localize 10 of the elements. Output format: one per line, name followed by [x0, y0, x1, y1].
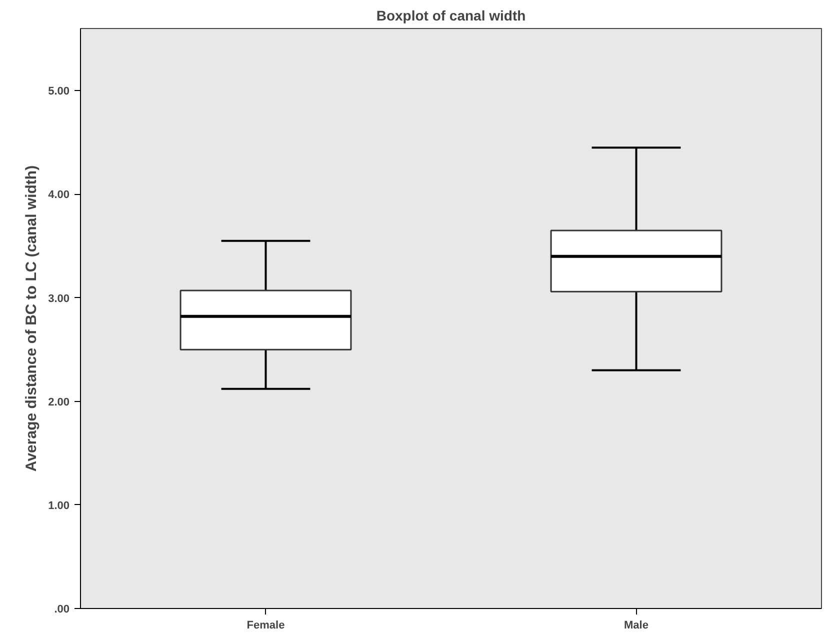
y-tick-label: 4.00 — [48, 189, 70, 202]
y-tick-label: 2.00 — [48, 396, 70, 408]
x-tick-label: Female — [246, 620, 285, 632]
chart-title: Boxplot of canal width — [376, 8, 526, 24]
y-axis-title: Average distance of BC to LC (canal width) — [23, 165, 40, 472]
x-tick-label: Male — [624, 620, 648, 632]
y-tick-label: .00 — [54, 604, 70, 616]
y-tick-label: 3.00 — [48, 292, 70, 305]
y-tick-label: 1.00 — [48, 500, 70, 512]
y-tick-label: 5.00 — [48, 86, 70, 98]
